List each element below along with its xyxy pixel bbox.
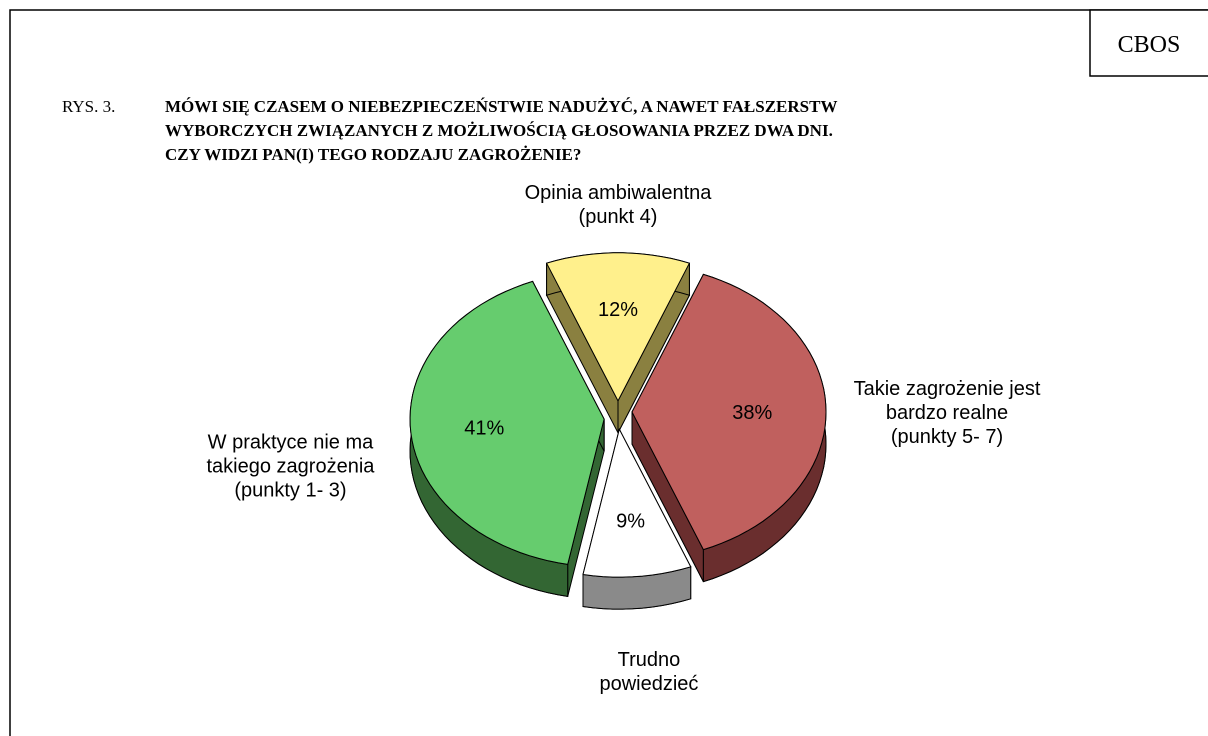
category-label: Trudno powiedzieć <box>599 649 698 695</box>
badge-box <box>1089 9 1208 77</box>
category-label-line: Takie zagrożenie jest <box>854 378 1041 400</box>
value-label: 9% <box>616 511 645 533</box>
category-label-line: Opinia ambiwalentna <box>525 182 713 204</box>
category-label-line: W praktyce nie ma <box>208 431 374 453</box>
slice <box>545 252 691 402</box>
slice <box>631 273 827 551</box>
value-label: 12% <box>598 299 638 321</box>
title: CZY WIDZI PAN(I) TEGO RODZAJU ZAGROŻENIE… <box>165 145 581 164</box>
value-label: 38% <box>732 402 772 424</box>
category-label-line: Trudno <box>618 649 681 671</box>
figure-label: RYS. 3. <box>62 97 115 116</box>
category-label-line: (punkt 4) <box>579 206 658 228</box>
badge: CBOS <box>1118 32 1181 58</box>
category-label-line: (punkty 5- 7) <box>891 426 1003 448</box>
title: MÓWI SIĘ CZASEM O NIEBEZPIECZEŃSTWIE NAD… <box>165 97 837 116</box>
frame <box>9 9 1208 736</box>
category-label: W praktyce nie ma takiego zagrożenia (punk… <box>207 431 376 501</box>
category-label-line: powiedzieć <box>599 673 698 695</box>
category-label-line: bardzo realne <box>886 402 1008 424</box>
title: WYBORCZYCH ZWIĄZANYCH Z MOŻLIWOŚCIĄ GŁOS… <box>165 121 833 140</box>
category-label: Takie zagrożenie jest bardzo realne (punkt… <box>854 378 1041 448</box>
category-label-line: (punkty 1- 3) <box>234 479 346 501</box>
value-label: 41% <box>464 418 504 440</box>
slice <box>409 280 605 565</box>
slice <box>582 427 692 578</box>
category-label: Opinia ambiwalentna (punkt 4) <box>525 182 713 228</box>
category-label-line: takiego zagrożenia <box>207 455 376 477</box>
